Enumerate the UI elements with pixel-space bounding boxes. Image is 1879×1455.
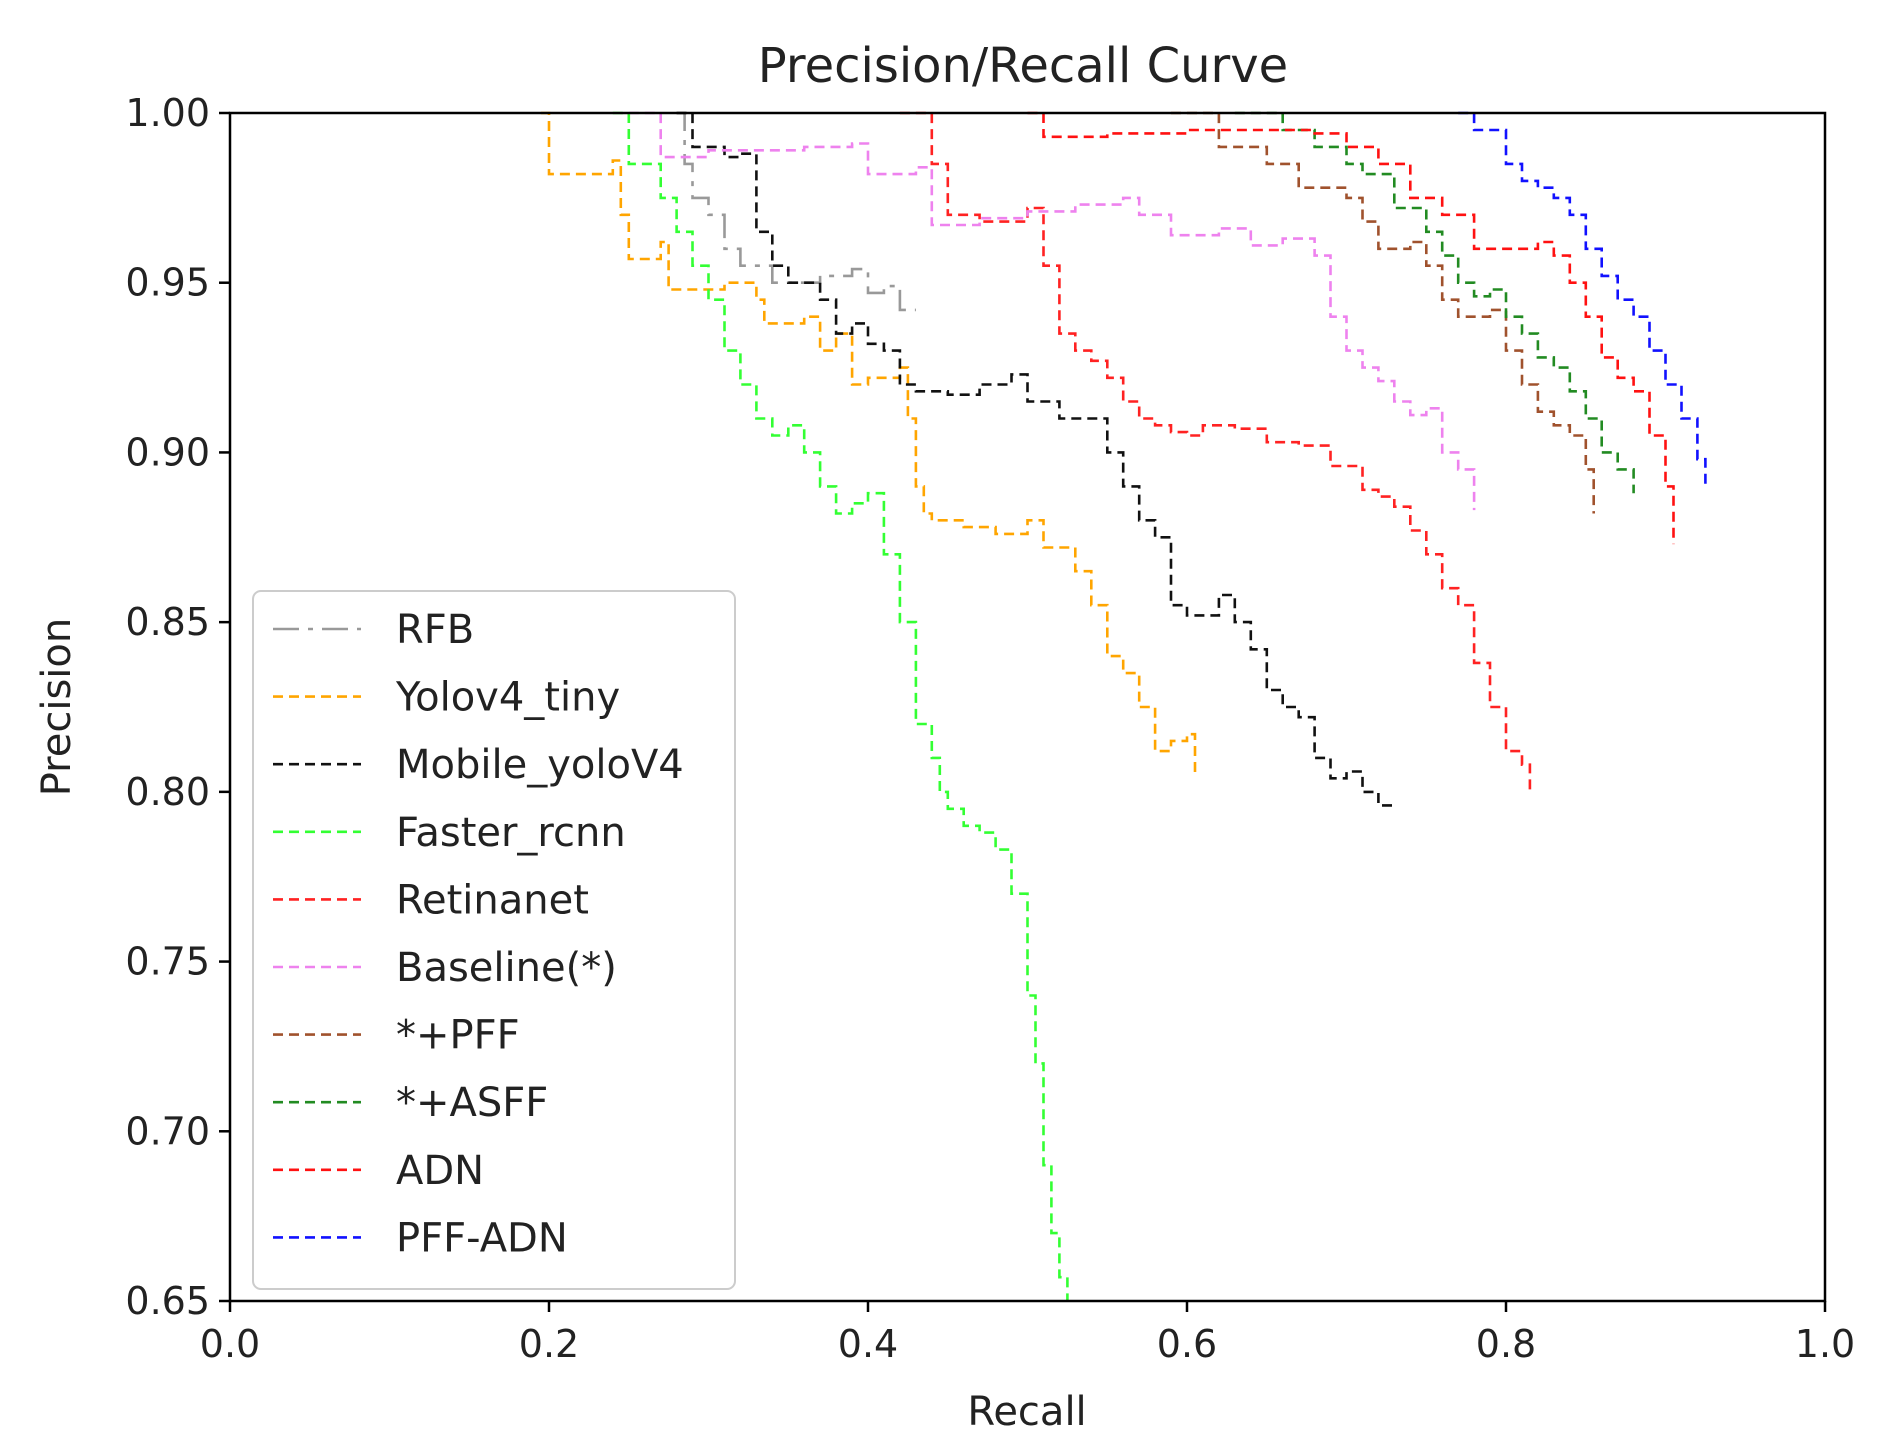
plot-frame <box>228 111 1827 1303</box>
series-line-faster-rcnn <box>612 111 1069 1301</box>
y-tick-label: 0.85 <box>125 600 210 644</box>
y-tick-label: 0.80 <box>125 770 210 814</box>
legend: RFB Yolov4_tiny Mobile_yoloV4 Faster_rcnn Re… <box>252 590 736 1290</box>
legend-entry-label: Yolov4_tiny <box>395 675 620 721</box>
series-line-retinanet <box>899 111 1532 792</box>
y-tick-label: 0.90 <box>125 430 210 474</box>
x-tick-label: 0.4 <box>838 1322 898 1366</box>
x-tick-label: 0.8 <box>1476 1322 1536 1366</box>
series-layer <box>541 111 1707 1301</box>
x-tick-label: 0.0 <box>200 1322 260 1366</box>
y-tick-label: 1.00 <box>125 91 210 135</box>
series-line-pff <box>1171 111 1595 514</box>
legend-entry-label: *+PFF <box>396 1013 520 1059</box>
x-tick-label: 0.6 <box>1157 1322 1217 1366</box>
series-line-mobile-yolov4 <box>676 111 1396 809</box>
x-tick-label: 0.2 <box>519 1322 579 1366</box>
legend-entry-label: *+ASFF <box>396 1080 548 1126</box>
chart-title: Precision/Recall Curve <box>758 38 1288 94</box>
y-axis: 0.65 0.70 0.75 0.80 0.85 0.90 0.95 1.00 <box>125 91 230 1323</box>
legend-entry-label: PFF-ADN <box>396 1215 568 1261</box>
y-tick-label: 0.65 <box>125 1279 210 1323</box>
y-tick-label: 0.75 <box>125 940 210 984</box>
legend-entry-label: ADN <box>396 1148 484 1194</box>
series-line-asff <box>1234 111 1635 494</box>
legend-entry-label: Retinanet <box>396 877 589 923</box>
series-line-adn <box>1027 111 1675 545</box>
y-tick-label: 0.95 <box>125 261 210 305</box>
series-line-yolov4-tiny <box>541 111 1197 775</box>
x-axis: 0.0 0.2 0.4 0.6 0.8 1.0 <box>200 1301 1855 1366</box>
legend-box <box>252 590 736 1290</box>
series-line-pff-adn <box>1458 111 1707 487</box>
legend-entry-label: Mobile_yoloV4 <box>396 742 684 788</box>
legend-entry-label: RFB <box>396 607 474 653</box>
y-axis-label: Precision <box>34 618 80 796</box>
legend-entry-label: Faster_rcnn <box>396 810 626 856</box>
x-axis-label: Recall <box>967 1389 1086 1435</box>
legend-entry-label: Baseline(*) <box>396 945 617 991</box>
x-tick-label: 1.0 <box>1795 1322 1855 1366</box>
series-line-rfb <box>676 111 916 312</box>
series-line-baseline <box>628 111 1476 511</box>
y-tick-label: 0.70 <box>125 1109 210 1153</box>
